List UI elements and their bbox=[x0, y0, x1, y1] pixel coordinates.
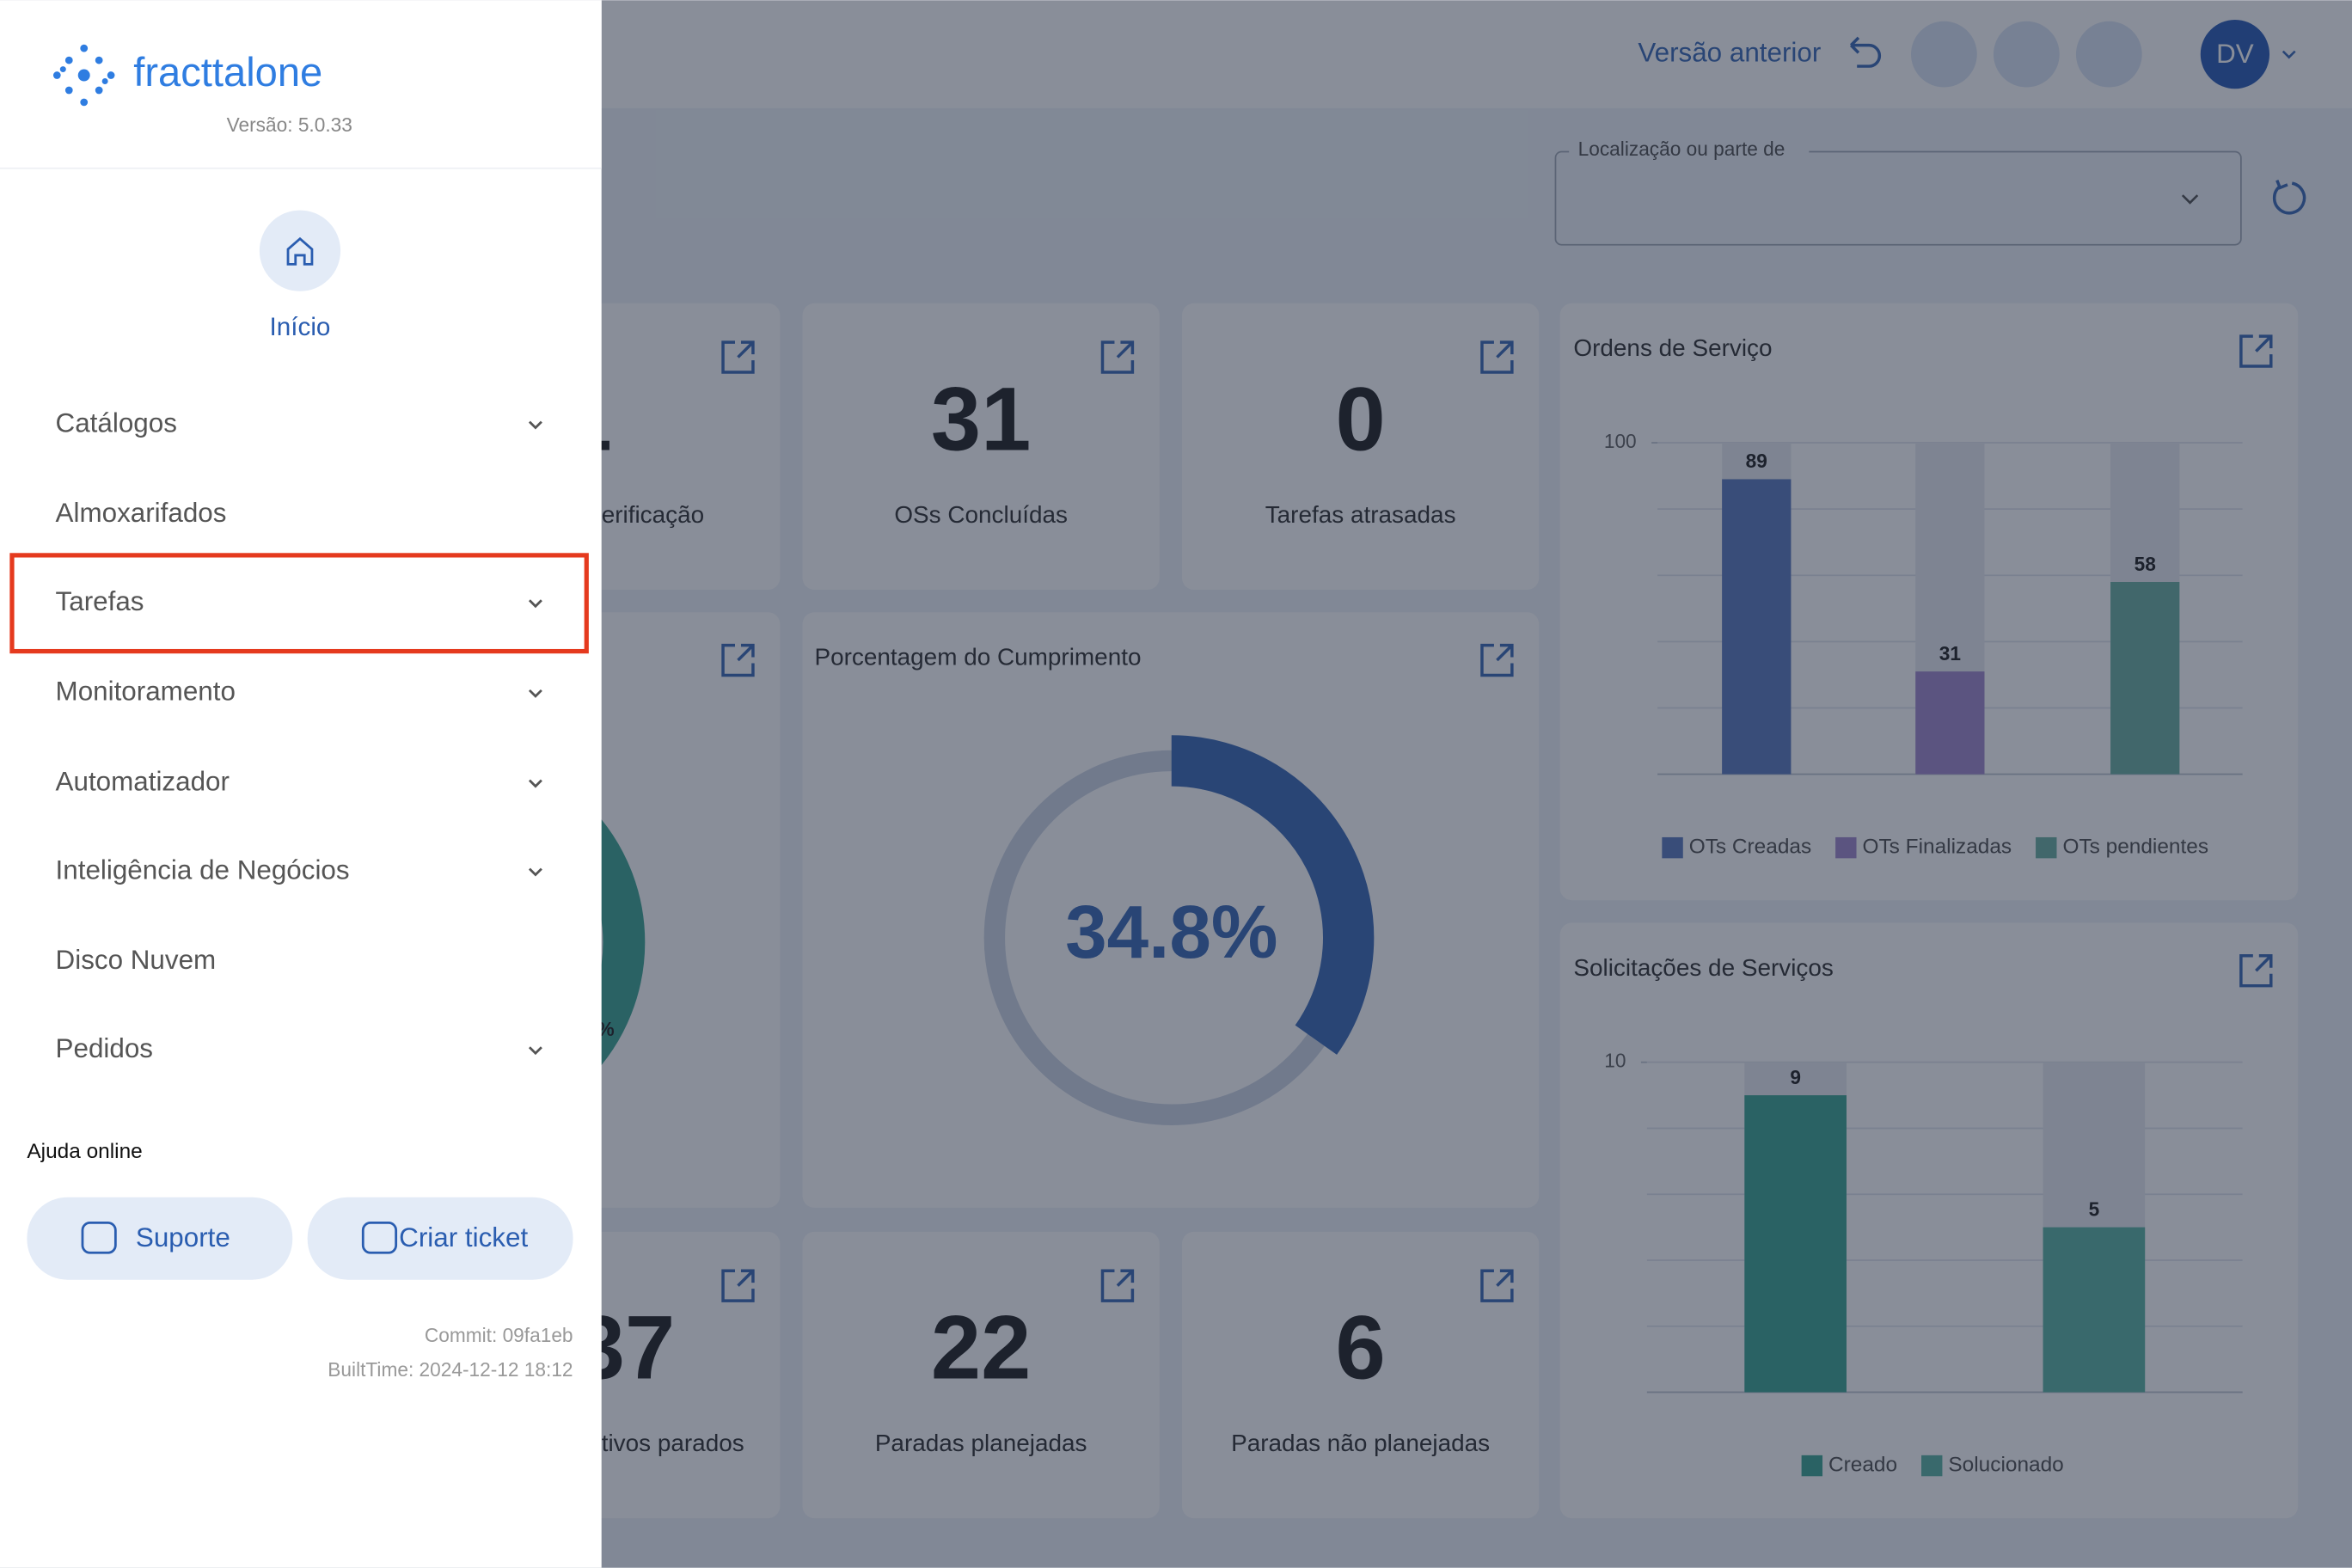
menu-chevron bbox=[528, 867, 542, 877]
help-button-icon bbox=[81, 1221, 117, 1254]
menu-chevron bbox=[528, 1046, 542, 1056]
help-button-icon bbox=[361, 1221, 398, 1254]
home-button[interactable] bbox=[259, 210, 341, 291]
logo-dot bbox=[95, 86, 103, 95]
menu-chevron bbox=[528, 689, 542, 698]
menu-item: Automatizador bbox=[56, 766, 230, 796]
menu-item: Catálogos bbox=[56, 407, 177, 438]
logo-dot bbox=[107, 71, 115, 79]
menu-item: Inteligência de Negócios bbox=[56, 854, 350, 885]
logo-dot bbox=[59, 66, 66, 73]
menu-item: Disco Nuvem bbox=[56, 945, 217, 975]
logo-dot bbox=[77, 69, 90, 82]
logo-dot bbox=[95, 56, 103, 64]
commit: Commit: 09fa1eb bbox=[425, 1324, 573, 1346]
menu-chevron bbox=[528, 420, 542, 430]
menu-item: Pedidos bbox=[56, 1033, 153, 1063]
logo-dot bbox=[80, 98, 89, 107]
help-title: Ajuda online bbox=[27, 1140, 142, 1163]
help-button-label: Suporte bbox=[136, 1222, 230, 1253]
menu-chevron bbox=[528, 779, 542, 788]
menu-item: Monitoramento bbox=[56, 677, 236, 707]
highlight-box bbox=[9, 553, 589, 654]
help-button[interactable] bbox=[27, 1197, 293, 1280]
menu-chevron bbox=[528, 599, 542, 609]
logo-dot bbox=[64, 56, 73, 64]
menu-item: Almoxarifados bbox=[56, 498, 227, 528]
logo-dot bbox=[64, 86, 73, 95]
home-icon bbox=[286, 236, 314, 266]
logo-dot bbox=[52, 71, 61, 79]
built-time: BuiltTime: 2024-12-12 18:12 bbox=[328, 1358, 573, 1381]
home-label: Início bbox=[270, 313, 331, 341]
sidebar-header bbox=[0, 0, 602, 168]
brand: fracttalone bbox=[133, 49, 322, 95]
logo-dot bbox=[80, 44, 89, 52]
help-button-label: Criar ticket bbox=[399, 1222, 528, 1253]
logo-dot bbox=[101, 78, 108, 85]
version: Versão: 5.0.33 bbox=[227, 113, 352, 136]
menu-item: Tarefas bbox=[56, 586, 144, 616]
help-button[interactable] bbox=[307, 1197, 573, 1280]
